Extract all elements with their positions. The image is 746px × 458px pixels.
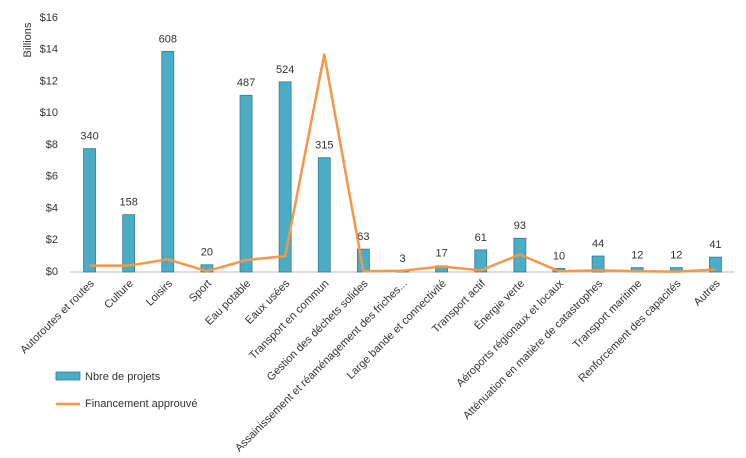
data-label: 93 bbox=[514, 220, 526, 232]
x-tick-label: Atténuation en matière de catastrophes bbox=[461, 277, 606, 422]
data-label: 61 bbox=[475, 232, 487, 244]
y-tick-label: $4 bbox=[46, 202, 58, 214]
y-tick-label: $14 bbox=[40, 44, 58, 56]
x-tick-label: Autoroutes et routes bbox=[18, 277, 97, 356]
x-tick-label: Autres bbox=[692, 277, 723, 308]
legend-swatch bbox=[55, 371, 81, 381]
bar bbox=[474, 249, 488, 273]
data-label: 10 bbox=[553, 250, 565, 262]
bar bbox=[317, 157, 331, 273]
y-tick-label: $0 bbox=[46, 266, 58, 278]
data-label: 487 bbox=[237, 77, 255, 89]
y-tick-label: $16 bbox=[40, 12, 58, 24]
line bbox=[89, 53, 716, 273]
data-label: 524 bbox=[276, 64, 294, 76]
bar bbox=[709, 256, 722, 273]
bar bbox=[239, 94, 253, 273]
data-label: 158 bbox=[119, 197, 137, 209]
data-label: 12 bbox=[631, 250, 643, 262]
y-tick-label: $12 bbox=[40, 75, 58, 87]
x-tick-label: Sport bbox=[187, 278, 214, 305]
data-label: 17 bbox=[435, 248, 447, 260]
bar bbox=[591, 255, 605, 273]
y-tick-label: $6 bbox=[46, 171, 58, 183]
legend-label: Nbre de projets bbox=[85, 371, 161, 383]
x-tick-label: Transport maritime bbox=[571, 278, 644, 351]
y-tick-label: $10 bbox=[40, 107, 58, 119]
bar bbox=[122, 214, 136, 273]
bar bbox=[278, 81, 292, 273]
data-label: 63 bbox=[357, 231, 369, 243]
data-label: 608 bbox=[159, 33, 177, 45]
data-label: 315 bbox=[315, 140, 333, 152]
data-label: 340 bbox=[80, 131, 98, 143]
data-label: 44 bbox=[592, 238, 604, 250]
data-label: 3 bbox=[399, 253, 405, 265]
data-label: 20 bbox=[201, 247, 213, 259]
data-label: 12 bbox=[670, 250, 682, 262]
data-label: 41 bbox=[709, 239, 721, 251]
bar bbox=[83, 148, 96, 273]
y-tick-label: $8 bbox=[46, 139, 58, 151]
x-tick-label: Loisirs bbox=[144, 277, 175, 308]
y-tick-label: $2 bbox=[46, 234, 58, 246]
bar bbox=[161, 50, 175, 273]
legend-label: Financement approuvé bbox=[85, 398, 198, 410]
y-axis-title: Billions bbox=[22, 22, 34, 57]
x-tick-label: Culture bbox=[102, 278, 136, 312]
